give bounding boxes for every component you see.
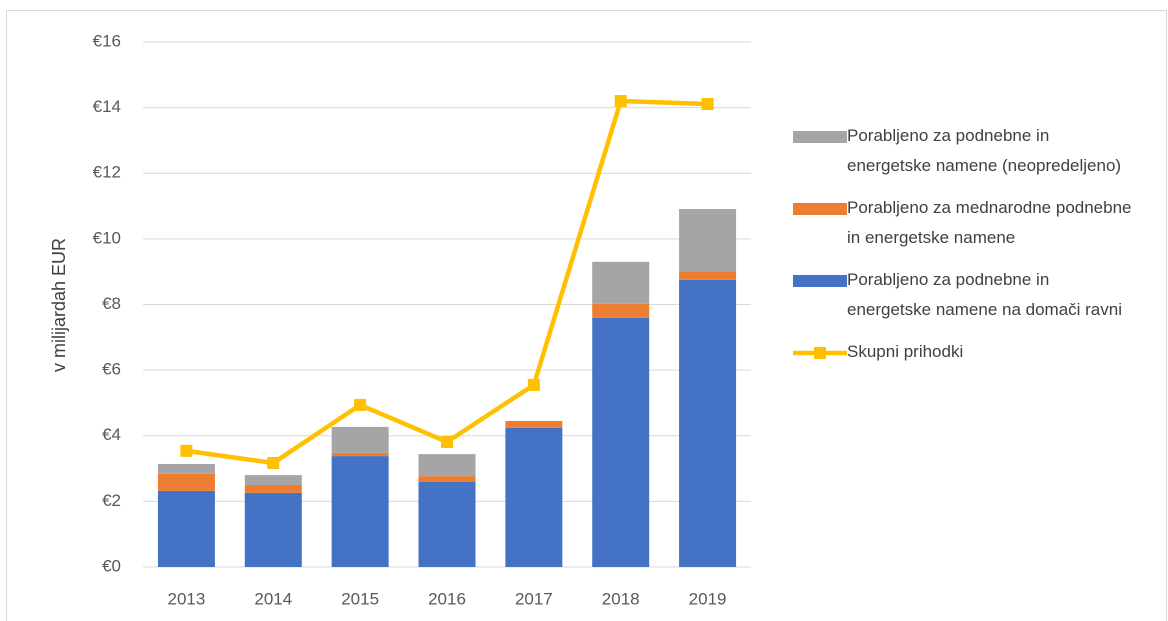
- bar-segment: [418, 476, 476, 483]
- y-tick-label: €2: [102, 491, 121, 510]
- y-tick-label: €12: [93, 163, 121, 182]
- bar-segment: [418, 482, 476, 567]
- legend-item: Porabljeno za podnebne in energetske nam…: [793, 123, 1132, 181]
- legend-swatch: [793, 131, 847, 143]
- bar-segment: [679, 272, 737, 280]
- bar-segment: [331, 426, 389, 453]
- legend-item: Porabljeno za mednarodne podnebne in ene…: [793, 195, 1132, 253]
- y-tick-label: €10: [93, 228, 121, 247]
- x-tick-label: 2016: [428, 589, 466, 608]
- legend-label: Porabljeno za podnebne in energetske nam…: [847, 270, 1122, 319]
- legend-label: Porabljeno za mednarodne podnebne in ene…: [847, 198, 1132, 247]
- bar-segment: [331, 456, 389, 567]
- line-marker: [354, 398, 367, 411]
- y-tick-label: €6: [102, 360, 121, 379]
- y-tick-label: €4: [102, 425, 121, 444]
- bar-segment: [592, 261, 650, 304]
- x-tick-label: 2015: [341, 589, 379, 608]
- bar-segment: [418, 454, 476, 477]
- x-tick-label: 2018: [602, 589, 640, 608]
- legend-item: Skupni prihodki: [793, 339, 1132, 367]
- line-marker: [527, 378, 540, 391]
- legend-swatch: [793, 275, 847, 287]
- chart-frame: [6, 10, 1167, 621]
- x-tick-label: 2013: [168, 589, 206, 608]
- bar-segment: [592, 317, 650, 567]
- bar-segment: [592, 303, 650, 318]
- bar-segment: [679, 209, 737, 273]
- legend-swatch-box: [793, 203, 847, 215]
- y-tick-label: €16: [93, 31, 121, 50]
- legend-marker: [814, 347, 826, 359]
- line-marker: [441, 435, 453, 448]
- bar-segment: [505, 427, 563, 567]
- bar-segment: [244, 475, 302, 485]
- legend-swatch-box: [793, 131, 847, 143]
- bar-segment: [244, 484, 302, 493]
- legend-item: Porabljeno za podnebne in energetske nam…: [793, 267, 1132, 325]
- y-tick-label: €0: [102, 556, 121, 575]
- bar-segment: [331, 452, 389, 457]
- legend-label: Skupni prihodki: [847, 342, 964, 361]
- legend-swatch: [793, 203, 847, 215]
- line-marker: [614, 95, 627, 108]
- line-marker: [180, 444, 193, 457]
- bar-segment: [157, 473, 215, 491]
- x-tick-label: 2017: [515, 589, 553, 608]
- x-tick-label: 2014: [254, 589, 292, 608]
- bar-segment: [505, 420, 563, 428]
- y-axis-title: v milijardah EUR: [49, 238, 69, 372]
- legend-swatch: [793, 347, 847, 359]
- bar-segment: [157, 463, 215, 474]
- legend-swatch-box: [793, 275, 847, 287]
- legend: Porabljeno za podnebne in energetske nam…: [793, 123, 1132, 367]
- bar-segment: [679, 279, 737, 567]
- y-tick-label: €14: [93, 97, 121, 116]
- line-marker: [267, 456, 280, 469]
- bar-segment: [157, 490, 215, 567]
- y-tick-label: €8: [102, 294, 121, 313]
- line-marker: [701, 98, 714, 111]
- bar-segment: [244, 492, 302, 567]
- legend-label: Porabljeno za podnebne in energetske nam…: [847, 126, 1122, 175]
- x-tick-label: 2019: [689, 589, 727, 608]
